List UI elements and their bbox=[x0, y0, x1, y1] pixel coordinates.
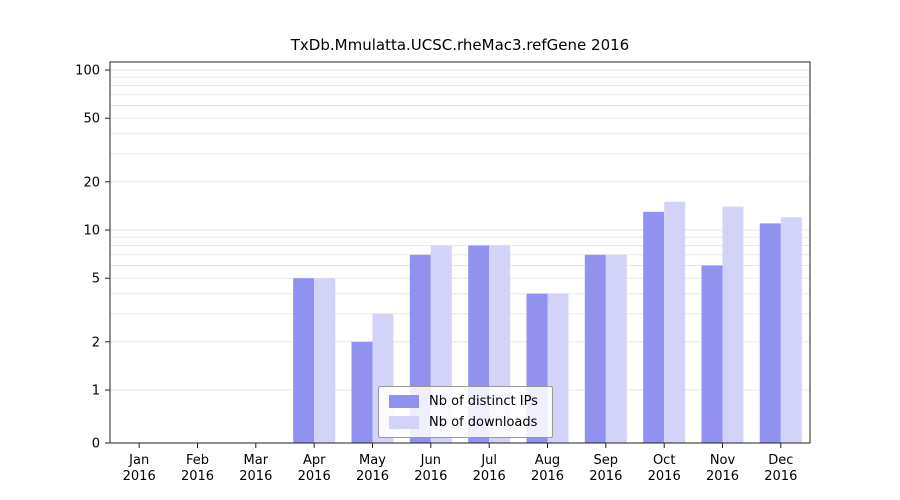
svg-text:May: May bbox=[359, 453, 386, 468]
svg-text:Feb: Feb bbox=[186, 453, 209, 468]
svg-text:Dec: Dec bbox=[768, 453, 793, 468]
legend-label-distinct-ips: Nb of distinct IPs bbox=[429, 394, 538, 409]
svg-text:2016: 2016 bbox=[356, 469, 389, 484]
chart-title: TxDb.Mmulatta.UCSC.rheMac3.refGene 2016 bbox=[290, 36, 630, 54]
svg-text:Apr: Apr bbox=[303, 453, 326, 468]
legend-label-downloads: Nb of downloads bbox=[429, 415, 538, 430]
svg-text:Sep: Sep bbox=[594, 453, 619, 468]
legend-item-downloads: Nb of downloads bbox=[389, 415, 538, 430]
svg-text:2016: 2016 bbox=[414, 469, 447, 484]
svg-text:2016: 2016 bbox=[531, 469, 564, 484]
svg-text:2016: 2016 bbox=[123, 469, 156, 484]
svg-text:2016: 2016 bbox=[473, 469, 506, 484]
svg-text:2: 2 bbox=[92, 335, 100, 350]
svg-text:2016: 2016 bbox=[706, 469, 739, 484]
svg-text:0: 0 bbox=[92, 437, 100, 452]
downloads-swatch-icon bbox=[389, 416, 419, 429]
chart-legend: Nb of distinct IPs Nb of downloads bbox=[378, 386, 553, 438]
svg-text:100: 100 bbox=[75, 64, 100, 79]
svg-text:1: 1 bbox=[92, 384, 100, 399]
svg-text:5: 5 bbox=[92, 272, 100, 287]
svg-text:Jun: Jun bbox=[420, 453, 441, 468]
svg-text:2016: 2016 bbox=[239, 469, 272, 484]
svg-text:2016: 2016 bbox=[648, 469, 681, 484]
svg-text:2016: 2016 bbox=[181, 469, 214, 484]
svg-text:2016: 2016 bbox=[764, 469, 797, 484]
distinct-ips-swatch-icon bbox=[389, 395, 419, 408]
svg-text:2016: 2016 bbox=[298, 469, 331, 484]
svg-text:Jan: Jan bbox=[128, 453, 149, 468]
svg-text:Aug: Aug bbox=[535, 453, 560, 468]
svg-text:Jul: Jul bbox=[480, 453, 497, 468]
svg-text:2016: 2016 bbox=[589, 469, 622, 484]
svg-text:Mar: Mar bbox=[244, 453, 269, 468]
svg-text:Nov: Nov bbox=[710, 453, 736, 468]
svg-text:20: 20 bbox=[83, 175, 100, 190]
svg-text:10: 10 bbox=[83, 224, 100, 239]
svg-text:50: 50 bbox=[83, 112, 100, 127]
legend-item-distinct-ips: Nb of distinct IPs bbox=[389, 394, 538, 409]
svg-text:Oct: Oct bbox=[653, 453, 675, 468]
